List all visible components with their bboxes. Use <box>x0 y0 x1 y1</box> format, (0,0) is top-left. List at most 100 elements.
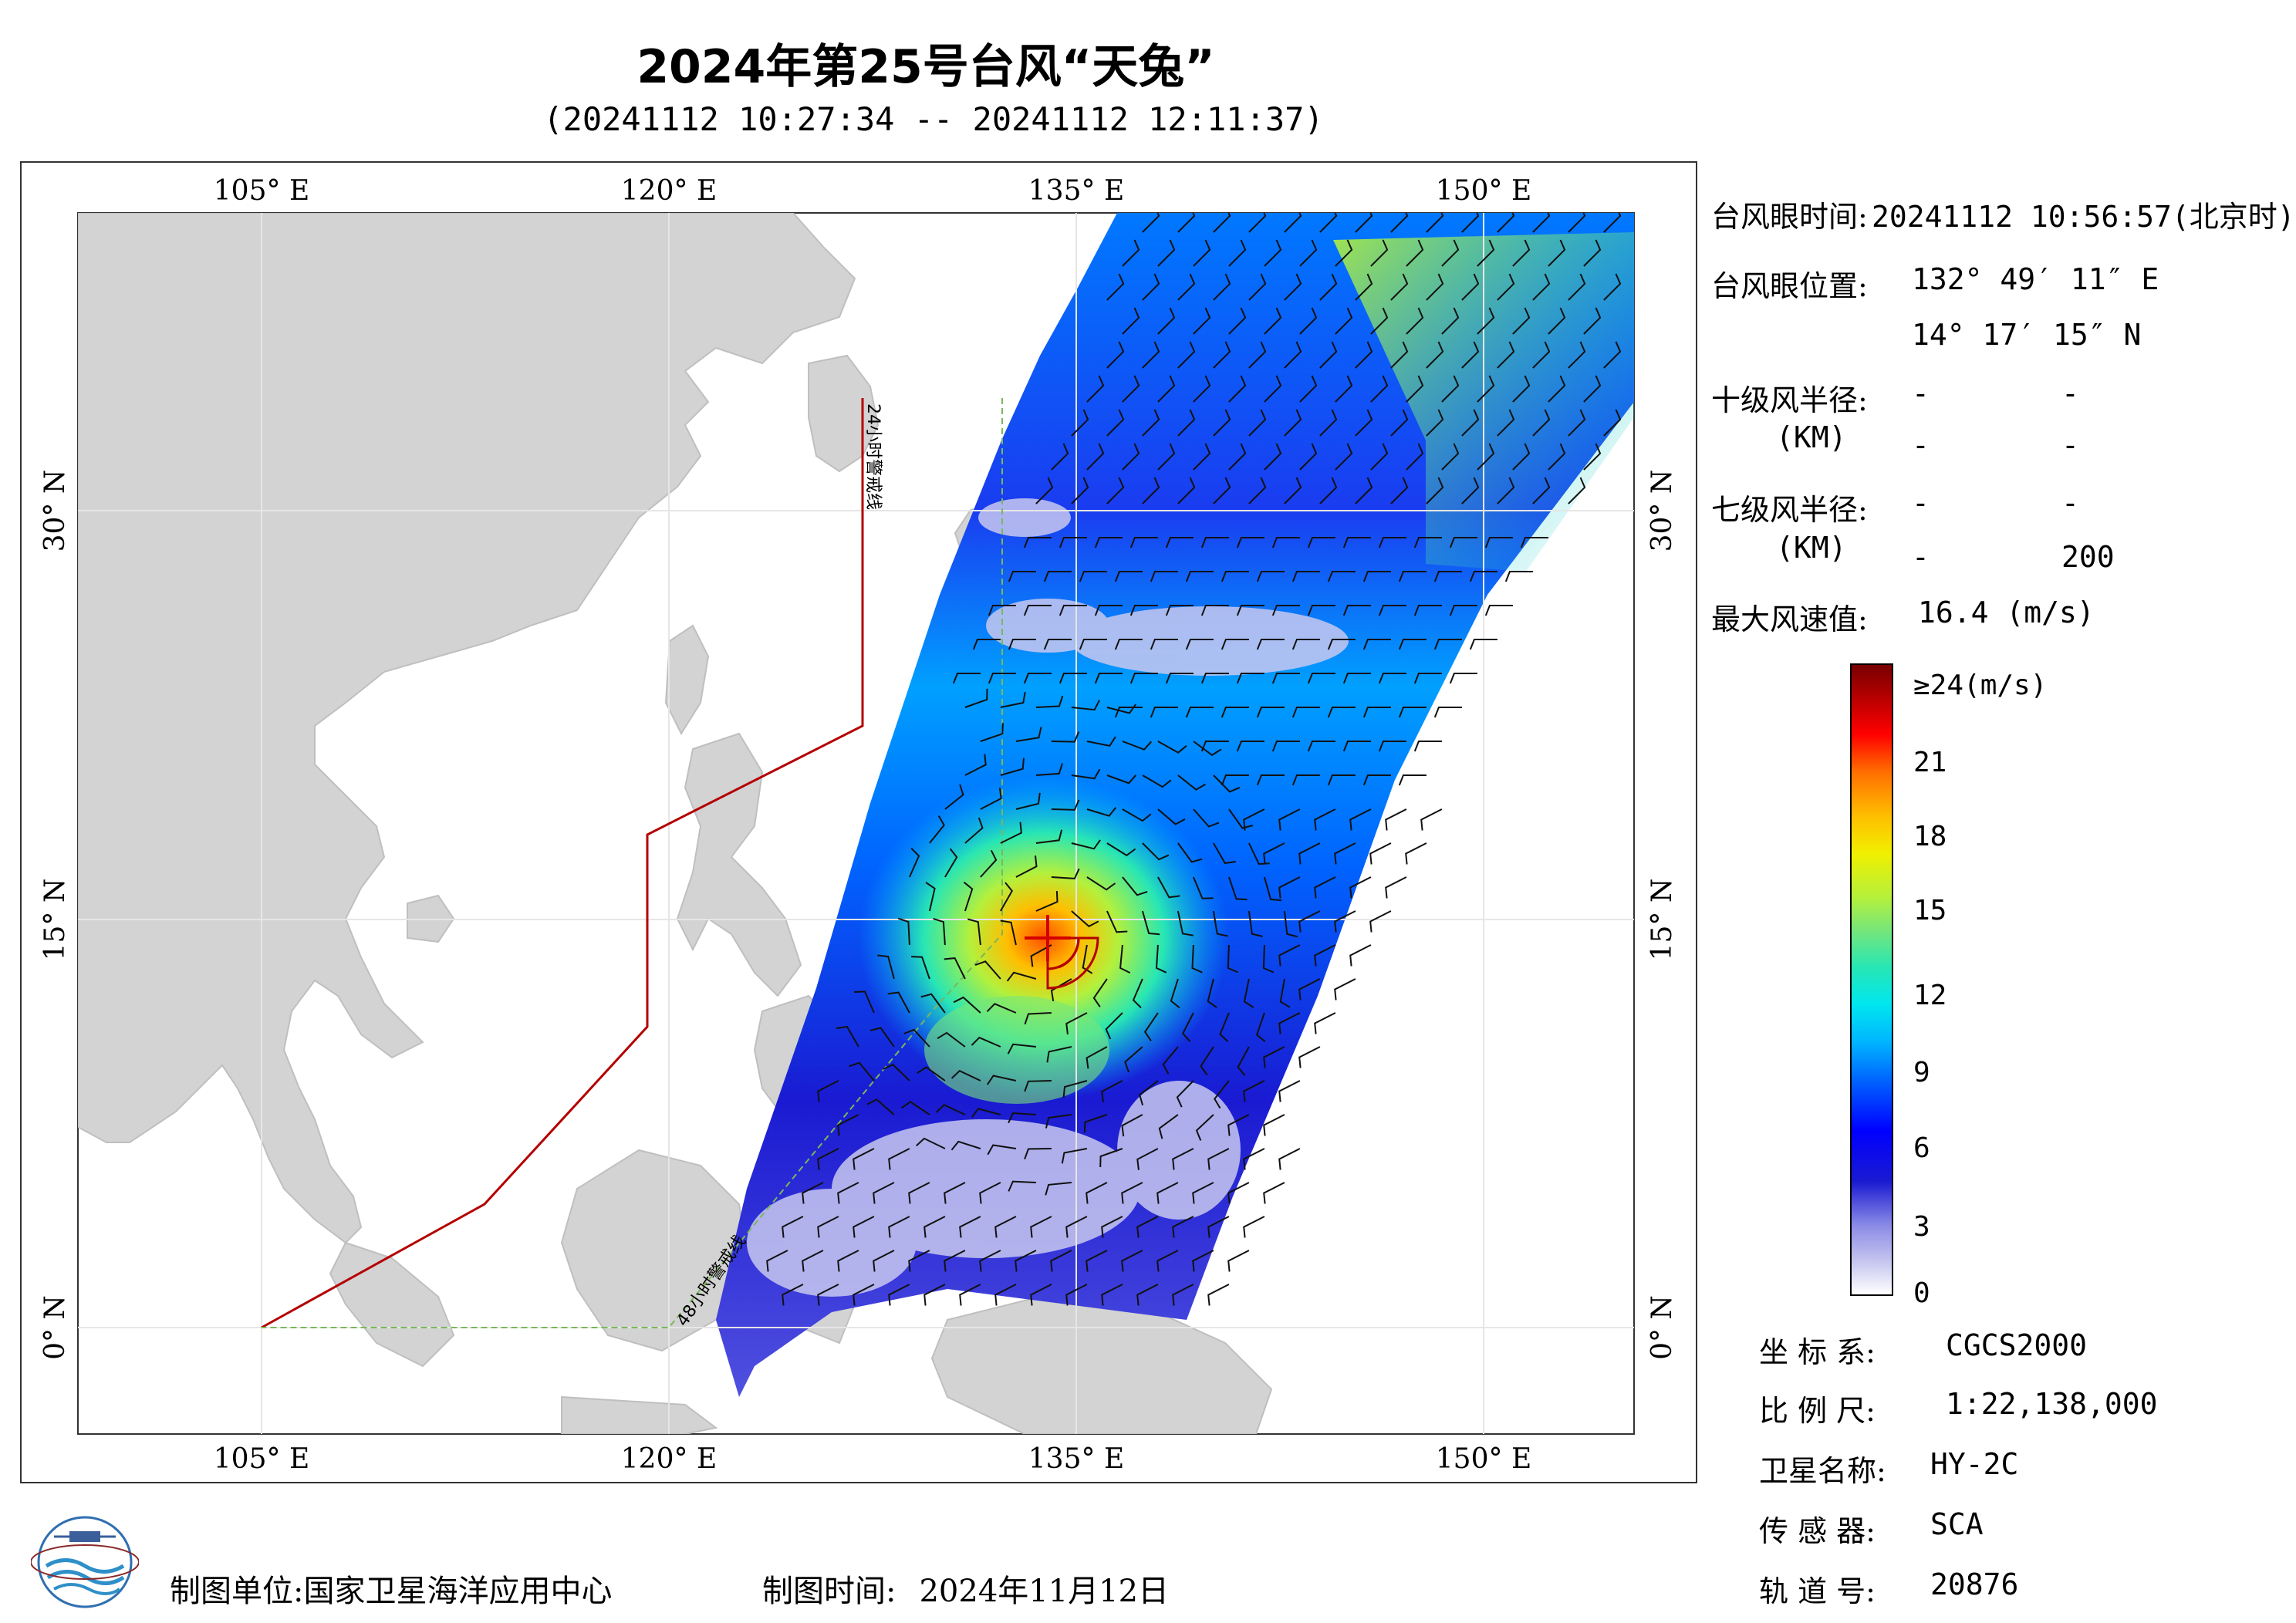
wind-barb <box>974 960 1001 980</box>
wind-barb <box>1157 307 1176 335</box>
wind-barb <box>1248 273 1267 301</box>
wind-barb <box>1449 605 1477 616</box>
wind-barb <box>1314 944 1336 967</box>
wind-barb <box>1568 341 1586 369</box>
lon-label-bottom-105: 105° E <box>214 1443 309 1475</box>
map-title: 2024年第25号台风“天兔” <box>636 40 1215 94</box>
wind-barb <box>853 1284 875 1306</box>
colorbar-label-0: 0 <box>1913 1277 1930 1309</box>
wind-barb <box>849 1061 875 1081</box>
wind-barb <box>897 917 910 946</box>
wind-barb <box>1469 571 1497 582</box>
wind-barb <box>1177 774 1206 791</box>
wind-barb <box>1157 876 1180 899</box>
wind-barb <box>908 847 920 878</box>
colorbar-label-9: 9 <box>1913 1057 1930 1088</box>
wind-barb <box>1193 307 1211 335</box>
wind-barb <box>1122 443 1140 471</box>
wind-barb <box>1185 571 1214 582</box>
wind-barb <box>1071 409 1089 437</box>
wind-barb <box>1228 307 1247 335</box>
wind-barb <box>1106 409 1125 437</box>
wind-barb <box>1114 571 1143 582</box>
wind-barb <box>1469 639 1497 650</box>
wind-barb <box>994 1284 1017 1306</box>
wind-barb <box>1237 1046 1250 1076</box>
wind-barb <box>1024 1148 1052 1160</box>
wind-barb <box>1263 842 1285 865</box>
wind-barb <box>1071 700 1100 711</box>
wind-barb <box>950 1140 981 1151</box>
wind-barb <box>1568 273 1586 301</box>
wind-barb <box>853 1216 875 1238</box>
wind-barb <box>1406 443 1424 471</box>
wind-barb <box>1030 1216 1052 1238</box>
wind-barb <box>1426 341 1444 369</box>
wind-barb <box>1193 375 1211 403</box>
satellite-label: 卫星名称: <box>1759 1454 1886 1488</box>
wind-barb <box>979 1250 1001 1272</box>
wind-barb <box>1006 971 1037 982</box>
colorbar-label-12: 12 <box>1913 980 1947 1011</box>
wind-barb <box>1150 639 1178 650</box>
map-canvas[interactable]: 24小时警戒线 48小时警戒线 105° E 120° E 135° E 150… <box>22 163 1696 1482</box>
wind-barb <box>1192 1182 1214 1204</box>
wind-barb <box>1426 409 1444 437</box>
wind-barb <box>944 957 966 980</box>
wind-barb <box>1213 341 1231 369</box>
wind-barb <box>1177 213 1196 233</box>
wind-barb <box>1532 409 1551 437</box>
wind-barb <box>1243 1216 1265 1238</box>
wind-barb <box>1150 707 1178 718</box>
wind-barb <box>873 1250 895 1272</box>
wind-barb <box>1271 741 1300 752</box>
wind-barb <box>1355 477 1373 504</box>
wind-barb <box>1248 213 1267 233</box>
wind-barb <box>1212 910 1228 937</box>
wind-barb <box>1086 1046 1108 1069</box>
wind-barb <box>1284 409 1302 437</box>
wind-barb <box>1355 213 1373 233</box>
wind-barb <box>1583 239 1602 267</box>
wind-barb <box>1142 477 1160 504</box>
wind-barb <box>1142 774 1172 788</box>
eye-lat: 14° 17′ 15″ N <box>1912 318 2142 352</box>
coord-value: CGCS2000 <box>1946 1328 2088 1362</box>
wind-barb <box>1101 1216 1123 1238</box>
r7-unit: (KM) <box>1776 531 1847 565</box>
lon-label-bottom-120: 120° E <box>621 1443 717 1475</box>
footer-time-label: 制图时间: <box>762 1574 896 1609</box>
wind-barb <box>1477 443 1495 471</box>
wind-barb <box>837 1250 859 1272</box>
wind-barb <box>1433 571 1462 582</box>
wind-barb <box>1185 639 1214 650</box>
wind-barb <box>1278 808 1301 831</box>
wind-barb <box>1255 1012 1266 1043</box>
map-frame[interactable]: 24小时警戒线 48小时警戒线 105° E 120° E 135° E 150… <box>20 161 1697 1483</box>
wind-barb <box>1298 842 1321 865</box>
lon-label-top-105: 105° E <box>214 175 309 207</box>
wind-barb <box>1071 477 1089 504</box>
wind-barb <box>1045 1114 1072 1129</box>
wind-barb <box>1150 571 1178 582</box>
wind-barb <box>1086 1182 1108 1204</box>
wind-barb <box>1461 341 1480 369</box>
wind-barb <box>1248 409 1267 437</box>
wind-barb <box>903 1028 930 1048</box>
wind-barb <box>980 849 998 878</box>
r10-value-4: - <box>2061 428 2079 462</box>
wind-barb <box>1342 605 1371 616</box>
wind-barb <box>1271 537 1300 548</box>
lat-label-left-0: 0° N <box>39 1295 71 1360</box>
wind-barb <box>1420 808 1443 831</box>
wind-barb <box>1370 307 1389 335</box>
wind-barb <box>802 1250 824 1272</box>
wind-barb <box>782 1216 804 1238</box>
wind-barb <box>1256 707 1285 718</box>
wind-barb <box>1426 273 1444 301</box>
wind-barb <box>1413 673 1442 684</box>
wind-barb <box>1094 673 1123 684</box>
wind-barb <box>1121 1250 1143 1272</box>
wind-barb <box>1165 673 1194 684</box>
wind-barb <box>1532 477 1551 504</box>
